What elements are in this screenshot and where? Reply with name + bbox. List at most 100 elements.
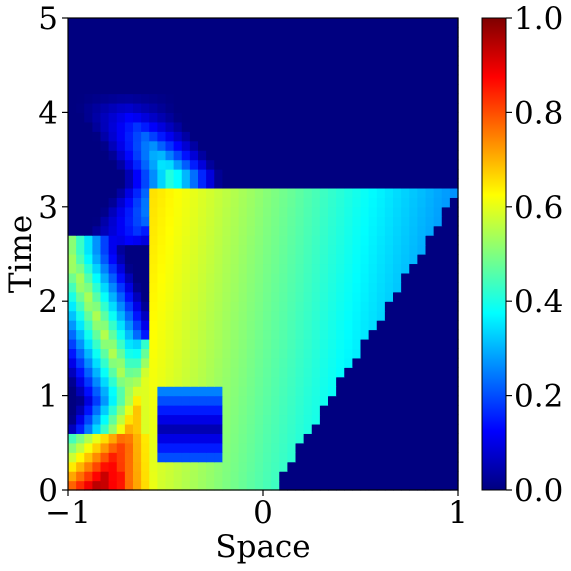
- heatmap-cell: [271, 320, 280, 331]
- heatmap-cell: [336, 159, 345, 170]
- heatmap-cell: [263, 187, 272, 198]
- heatmap-cell: [263, 159, 272, 170]
- heatmap-cell: [157, 376, 167, 387]
- heatmap-cell: [344, 46, 353, 57]
- heatmap-cell: [246, 225, 256, 236]
- heatmap-cell: [206, 254, 215, 265]
- heatmap-cell: [319, 357, 329, 368]
- heatmap-cell: [76, 197, 85, 208]
- heatmap-cell: [222, 320, 232, 331]
- heatmap-cell: [263, 55, 272, 66]
- heatmap-cell: [449, 272, 459, 283]
- heatmap-cell: [352, 93, 362, 104]
- heatmap-cell: [254, 55, 264, 66]
- heatmap-cell: [133, 310, 142, 321]
- heatmap-cell: [449, 74, 459, 85]
- heatmap-cell: [311, 433, 321, 444]
- heatmap-cell: [68, 65, 77, 76]
- heatmap-cell: [263, 367, 272, 378]
- heatmap-cell: [449, 187, 459, 198]
- heatmap-cell: [124, 376, 134, 387]
- heatmap-cell: [295, 46, 305, 57]
- heatmap-cell: [279, 329, 288, 340]
- heatmap-cell: [76, 263, 85, 274]
- heatmap-cell: [393, 367, 402, 378]
- heatmap-cell: [141, 357, 150, 368]
- heatmap-cell: [206, 121, 215, 132]
- heatmap-cell: [181, 102, 191, 113]
- heatmap-cell: [141, 471, 150, 482]
- heatmap-cell: [368, 84, 378, 95]
- heatmap-cell: [279, 102, 288, 113]
- heatmap-cell: [303, 74, 313, 85]
- heatmap-cell: [124, 197, 134, 208]
- heatmap-cell: [328, 140, 337, 151]
- heatmap-cell: [141, 84, 150, 95]
- heatmap-cell: [441, 272, 451, 283]
- heatmap-cell: [108, 159, 118, 170]
- heatmap-cell: [214, 357, 223, 368]
- heatmap-cell: [401, 282, 410, 293]
- heatmap-cell: [238, 112, 248, 123]
- heatmap-cell: [287, 74, 297, 85]
- heatmap-cell: [92, 301, 102, 312]
- heatmap-cell: [189, 282, 199, 293]
- heatmap-cell: [68, 405, 77, 416]
- heatmap-cell: [165, 291, 175, 302]
- heatmap-cell: [124, 386, 134, 397]
- heatmap-cell: [230, 405, 240, 416]
- heatmap-cell: [238, 414, 248, 425]
- heatmap-cell: [230, 282, 240, 293]
- heatmap-cell: [181, 338, 191, 349]
- heatmap-cell: [149, 131, 158, 142]
- heatmap-cell: [173, 461, 183, 472]
- heatmap-cell: [368, 348, 378, 359]
- heatmap-cell: [181, 74, 191, 85]
- heatmap-cell: [401, 433, 410, 444]
- heatmap-cell: [433, 121, 443, 132]
- heatmap-cell: [141, 395, 150, 406]
- heatmap-cell: [295, 480, 305, 491]
- heatmap-cell: [116, 244, 126, 255]
- heatmap-cell: [344, 423, 353, 434]
- heatmap-cell: [238, 376, 248, 387]
- heatmap-cell: [214, 197, 223, 208]
- heatmap-cell: [214, 140, 223, 151]
- heatmap-cell: [133, 272, 142, 283]
- heatmap-cell: [230, 471, 240, 482]
- heatmap-cell: [133, 65, 142, 76]
- heatmap-cell: [344, 329, 353, 340]
- heatmap-cell: [173, 471, 183, 482]
- heatmap-cell: [352, 423, 362, 434]
- heatmap-cell: [198, 18, 207, 29]
- heatmap-cell: [295, 320, 305, 331]
- heatmap-cell: [303, 405, 313, 416]
- heatmap-cell: [189, 140, 199, 151]
- heatmap-cell: [165, 169, 175, 180]
- heatmap-cell: [271, 395, 280, 406]
- heatmap-cell: [157, 178, 167, 189]
- heatmap-cell: [124, 93, 134, 104]
- heatmap-cell: [254, 310, 264, 321]
- heatmap-cell: [76, 395, 85, 406]
- heatmap-cell: [214, 216, 223, 227]
- heatmap-cell: [328, 395, 337, 406]
- heatmap-cell: [393, 263, 402, 274]
- heatmap-cell: [108, 357, 118, 368]
- heatmap-cell: [303, 225, 313, 236]
- heatmap-cell: [425, 282, 435, 293]
- heatmap-cell: [376, 386, 386, 397]
- heatmap-cell: [311, 74, 321, 85]
- heatmap-cell: [409, 272, 418, 283]
- heatmap-cell: [352, 121, 362, 132]
- heatmap-cell: [181, 159, 191, 170]
- heatmap-cell: [393, 357, 402, 368]
- heatmap-cell: [76, 159, 85, 170]
- heatmap-cell: [376, 291, 386, 302]
- heatmap-cell: [165, 329, 175, 340]
- heatmap-cell: [116, 291, 126, 302]
- heatmap-cell: [295, 423, 305, 434]
- heatmap-cell: [222, 206, 232, 217]
- heatmap-cell: [352, 225, 362, 236]
- heatmap-cell: [116, 433, 126, 444]
